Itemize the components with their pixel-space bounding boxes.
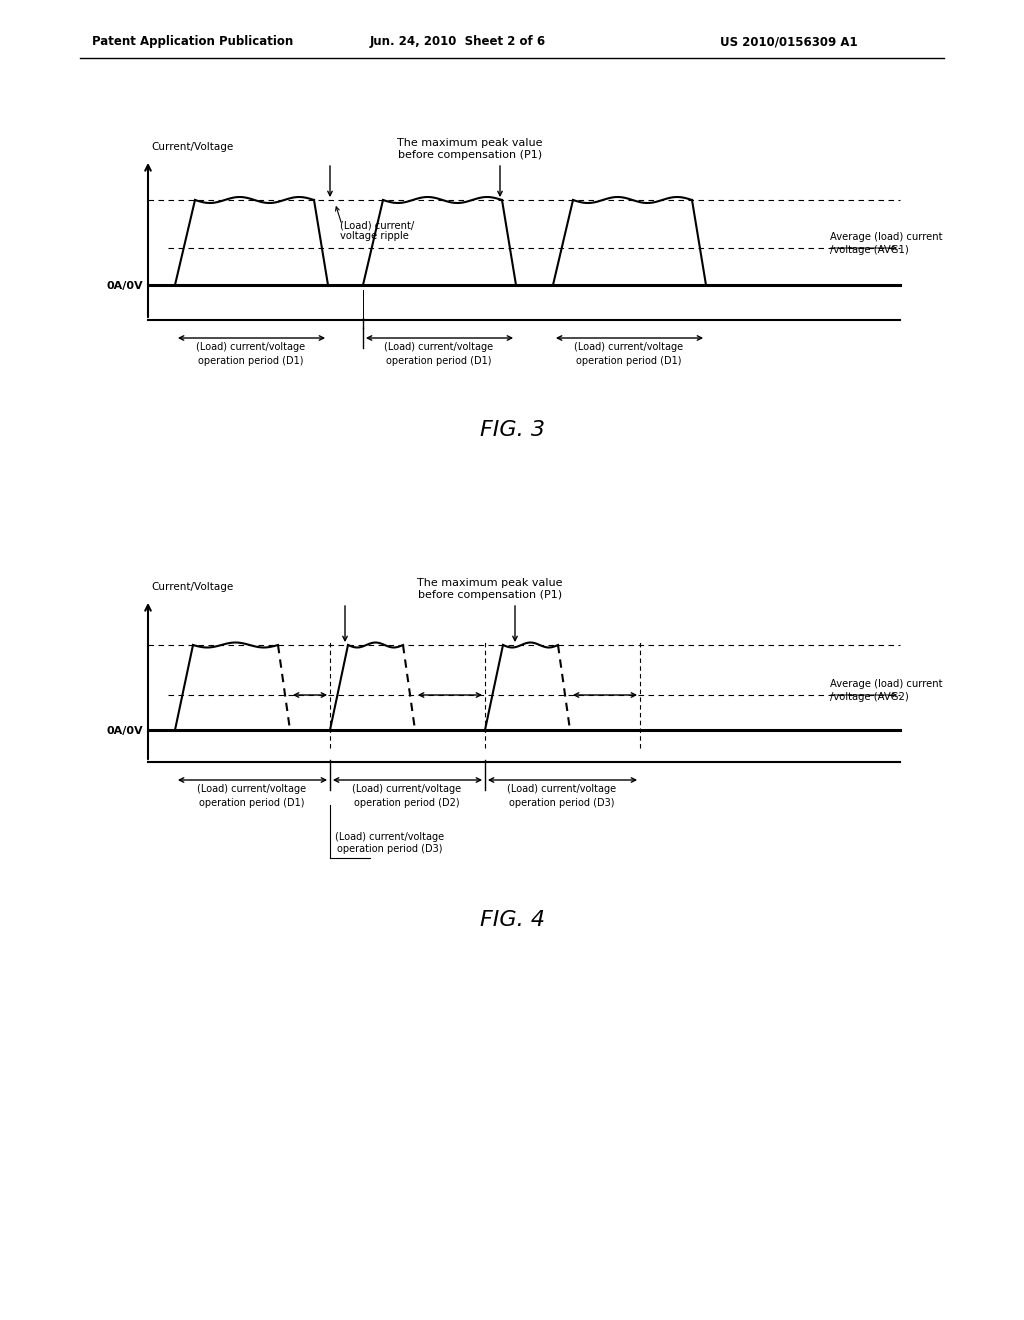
Text: Patent Application Publication: Patent Application Publication xyxy=(92,36,293,49)
Text: FIG. 4: FIG. 4 xyxy=(479,909,545,931)
Text: (Load) current/voltage
operation period (D3): (Load) current/voltage operation period … xyxy=(508,784,616,808)
Text: 0A/0V: 0A/0V xyxy=(106,726,143,737)
Text: (Load) current/voltage
operation period (D1): (Load) current/voltage operation period … xyxy=(197,342,305,366)
Text: 0A/0V: 0A/0V xyxy=(106,281,143,290)
Text: The maximum peak value: The maximum peak value xyxy=(397,139,543,148)
Text: Average (load) current: Average (load) current xyxy=(830,232,942,242)
Text: Average (load) current: Average (load) current xyxy=(830,678,942,689)
Text: (Load) current/voltage
operation period (D1): (Load) current/voltage operation period … xyxy=(384,342,494,366)
Text: (Load) current/voltage
operation period (D1): (Load) current/voltage operation period … xyxy=(198,784,306,808)
Text: (Load) current/: (Load) current/ xyxy=(340,220,415,230)
Text: Jun. 24, 2010  Sheet 2 of 6: Jun. 24, 2010 Sheet 2 of 6 xyxy=(370,36,546,49)
Text: before compensation (P1): before compensation (P1) xyxy=(418,590,562,601)
Text: The maximum peak value: The maximum peak value xyxy=(417,578,563,587)
Text: before compensation (P1): before compensation (P1) xyxy=(398,150,542,160)
Text: (Load) current/voltage: (Load) current/voltage xyxy=(336,832,444,842)
Text: /voltage (AVG2): /voltage (AVG2) xyxy=(830,692,908,702)
Text: (Load) current/voltage
operation period (D1): (Load) current/voltage operation period … xyxy=(574,342,684,366)
Text: US 2010/0156309 A1: US 2010/0156309 A1 xyxy=(720,36,858,49)
Text: (Load) current/voltage
operation period (D2): (Load) current/voltage operation period … xyxy=(352,784,462,808)
Text: voltage ripple: voltage ripple xyxy=(340,231,409,242)
Text: FIG. 3: FIG. 3 xyxy=(479,420,545,440)
Text: operation period (D3): operation period (D3) xyxy=(337,843,442,854)
Text: /voltage (AVG1): /voltage (AVG1) xyxy=(830,246,908,255)
Text: Current/Voltage: Current/Voltage xyxy=(151,582,233,591)
Text: Current/Voltage: Current/Voltage xyxy=(151,143,233,152)
